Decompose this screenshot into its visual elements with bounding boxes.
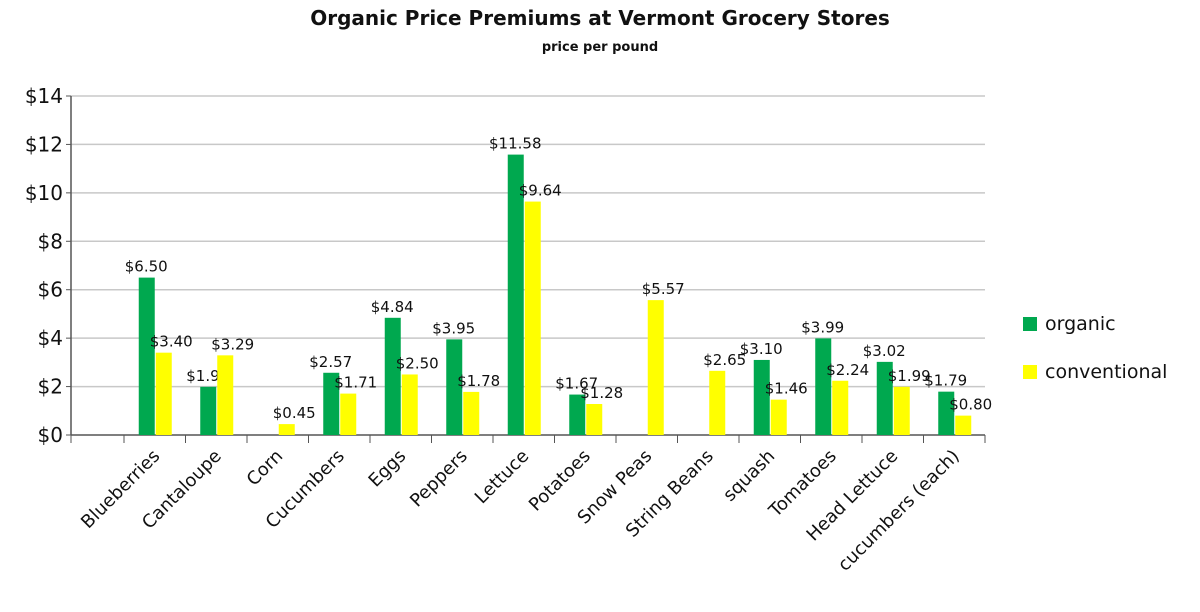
x-tick-label: cucumbers (each) — [834, 446, 964, 576]
x-tick-label: squash — [719, 446, 779, 506]
bar-conventional — [647, 300, 664, 435]
legend-swatch-organic — [1023, 317, 1037, 331]
legend-label: conventional — [1045, 361, 1167, 383]
data-label: $9.64 — [519, 182, 562, 200]
bar-organic — [569, 394, 586, 435]
data-label: $2.24 — [826, 361, 869, 379]
legend-label: organic — [1045, 313, 1116, 335]
data-label: $3.95 — [432, 319, 475, 337]
data-label: $1.78 — [457, 372, 500, 390]
x-tick-label: Eggs — [365, 446, 411, 492]
bar-conventional — [893, 386, 910, 435]
data-label: $0.45 — [273, 404, 316, 422]
y-tick-label: $0 — [38, 423, 63, 447]
bar-conventional — [278, 424, 295, 435]
y-tick-label: $4 — [38, 326, 63, 350]
bar-organic — [138, 277, 155, 435]
y-tick-label: $6 — [38, 278, 63, 302]
bar-conventional — [832, 380, 849, 435]
bar-conventional — [709, 370, 726, 435]
bar-conventional — [401, 374, 418, 435]
bar-organic — [384, 317, 401, 435]
data-label: $2.65 — [703, 351, 746, 369]
data-label: $3.99 — [801, 318, 844, 336]
data-label: $6.50 — [125, 258, 168, 276]
y-tick-label: $12 — [25, 132, 63, 156]
legend-swatch-conventional — [1023, 365, 1037, 379]
bar-conventional — [155, 352, 172, 435]
bar-conventional — [524, 201, 541, 435]
data-label: $3.10 — [740, 340, 783, 358]
bar-organic — [815, 338, 832, 435]
bar-conventional — [586, 404, 603, 435]
data-label: $1.99 — [888, 367, 931, 385]
data-label: $0.80 — [949, 396, 992, 414]
data-label: $2.57 — [309, 353, 352, 371]
bar-conventional — [770, 399, 787, 435]
data-label: $3.29 — [211, 335, 254, 353]
bar-organic — [938, 391, 955, 435]
bar-organic — [507, 154, 524, 435]
bar-organic — [876, 361, 893, 435]
bar-conventional — [217, 355, 234, 435]
x-tick-label: Peppers — [406, 446, 472, 512]
y-tick-label: $14 — [25, 84, 63, 108]
y-tick-label: $2 — [38, 375, 63, 399]
bar-conventional — [955, 415, 972, 435]
bar-organic — [323, 372, 340, 435]
data-label: $2.50 — [396, 354, 439, 372]
y-tick-label: $10 — [25, 181, 63, 205]
bar-conventional — [463, 391, 480, 435]
data-label: $1.46 — [765, 380, 808, 398]
y-tick-label: $8 — [38, 229, 63, 253]
data-label: $11.58 — [489, 135, 542, 153]
data-label: $1.67 — [555, 375, 598, 393]
data-label: $3.02 — [863, 342, 906, 360]
data-label: $1.79 — [924, 372, 967, 390]
data-label: $1.71 — [334, 374, 377, 392]
bar-organic — [200, 386, 217, 435]
chart-title: Organic Price Premiums at Vermont Grocer… — [310, 6, 890, 30]
x-tick-label: Lettuce — [471, 446, 533, 508]
bar-organic — [753, 359, 770, 435]
data-label: $1.28 — [580, 384, 623, 402]
chart-subtitle: price per pound — [541, 40, 659, 55]
data-label: $3.40 — [150, 333, 193, 351]
data-label: $4.84 — [371, 298, 414, 316]
x-tick-label: Corn — [243, 446, 288, 491]
bar-organic — [446, 339, 463, 435]
data-label: $5.57 — [642, 280, 685, 298]
bar-conventional — [340, 393, 357, 435]
